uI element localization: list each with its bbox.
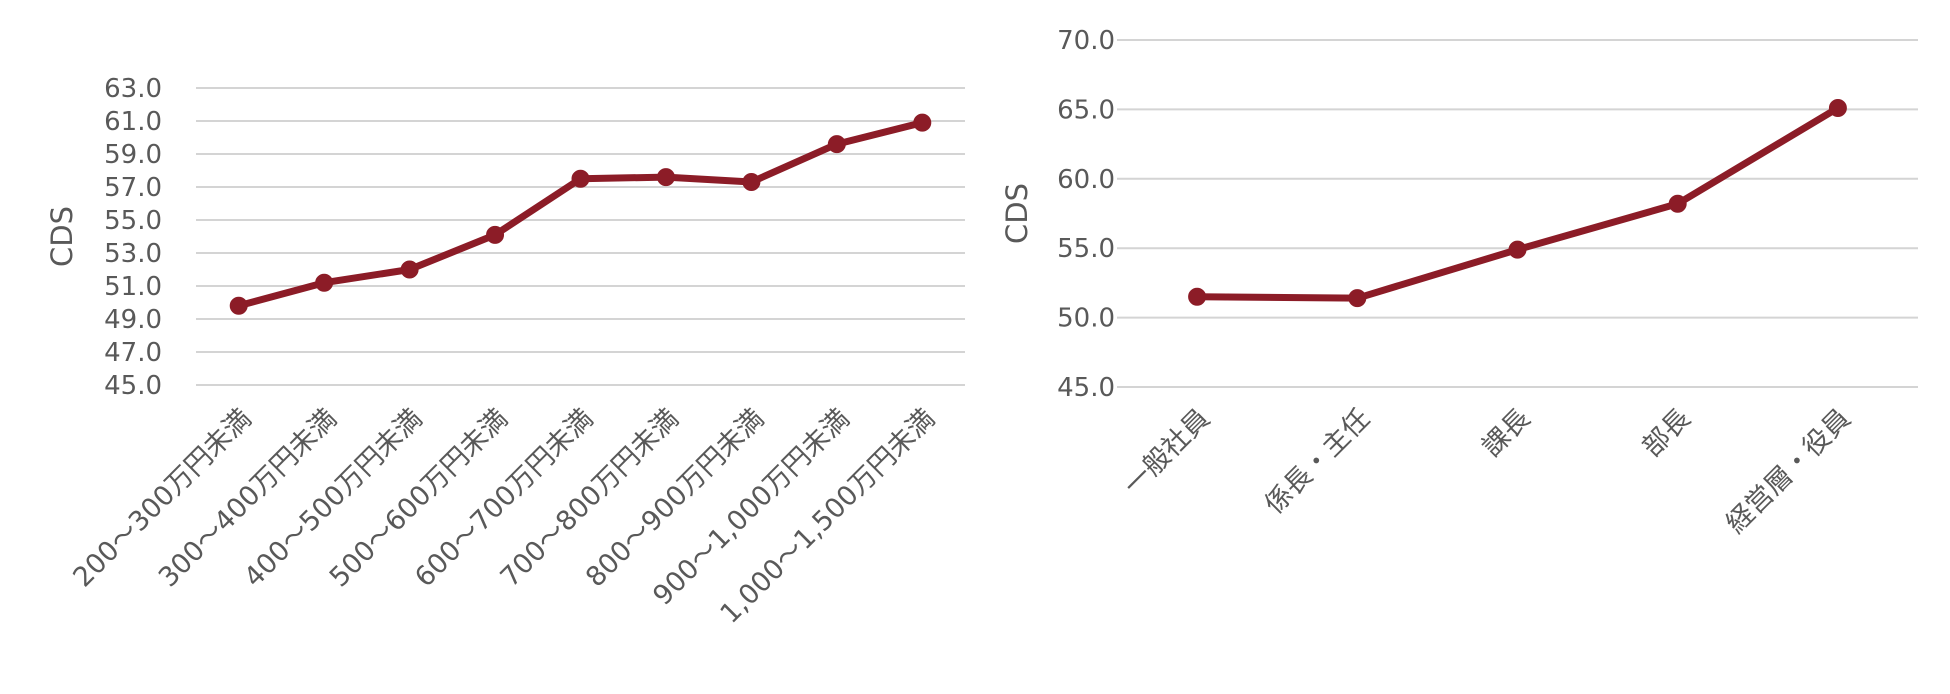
data-point	[1508, 240, 1527, 259]
y-tick-label: 70.0	[1057, 26, 1115, 56]
y-tick-label: 60.0	[1057, 165, 1115, 195]
y-axis-title: CDS	[45, 206, 79, 267]
x-category-label: 課長	[1476, 403, 1536, 463]
y-tick-label: 49.0	[104, 305, 162, 335]
x-category-label: 経営層・役員	[1720, 403, 1856, 539]
y-tick-label: 47.0	[104, 338, 162, 368]
y-axis-title: CDS	[1000, 183, 1034, 244]
y-tick-label: 45.0	[104, 371, 162, 401]
y-tick-label: 50.0	[1057, 304, 1115, 334]
y-tick-label: 53.0	[104, 239, 162, 269]
data-point	[1668, 194, 1687, 213]
series-line	[1193, 104, 1842, 302]
y-tick-label: 57.0	[104, 173, 162, 203]
data-point	[315, 273, 334, 292]
data-point	[400, 260, 419, 279]
y-tick-label: 63.0	[104, 74, 162, 104]
x-category-label: 部長	[1637, 403, 1697, 463]
y-tick-label: 65.0	[1057, 95, 1115, 125]
data-point	[1348, 289, 1367, 308]
data-point	[913, 113, 932, 132]
income-cds-line-chart: 45.047.049.051.053.055.057.059.061.063.0…	[45, 74, 965, 630]
data-point	[1828, 99, 1847, 118]
y-tick-label: 55.0	[104, 206, 162, 236]
y-tick-label: 61.0	[104, 107, 162, 137]
y-tick-label: 45.0	[1057, 373, 1115, 403]
y-tick-label: 51.0	[104, 272, 162, 302]
y-tick-label: 55.0	[1057, 234, 1115, 264]
data-point	[656, 168, 675, 187]
data-point	[1188, 287, 1207, 306]
y-tick-label: 59.0	[104, 140, 162, 170]
x-category-label: 係長・主任	[1259, 403, 1376, 520]
data-point	[229, 296, 248, 315]
data-point	[486, 225, 505, 244]
x-category-label: 一般社員	[1118, 403, 1216, 501]
data-point	[571, 169, 590, 188]
data-point	[742, 173, 761, 192]
data-point	[827, 135, 846, 154]
series-line	[235, 119, 926, 310]
position-cds-line-chart: 45.0 50.0 55.0 60.0 65.0 70.0 CDS 一般社員 係長・主任 課長 部長…	[1000, 26, 1918, 540]
